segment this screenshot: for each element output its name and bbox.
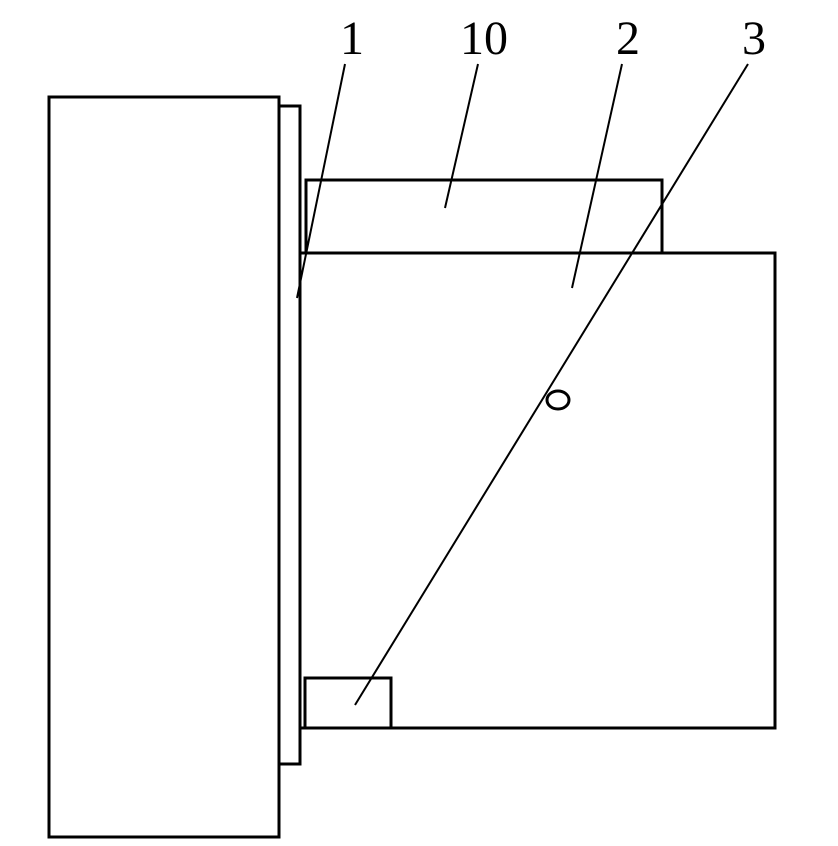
- technical-diagram: 1 10 2 3: [0, 0, 838, 846]
- label-l2: 2: [616, 12, 640, 65]
- leader-line-l3: [355, 64, 748, 705]
- top-bracket-path: [306, 180, 662, 253]
- inner-strip-rect: [279, 106, 300, 764]
- reference-dot: [547, 391, 569, 409]
- label-l3: 3: [742, 12, 766, 65]
- leader-line-l10: [445, 64, 478, 208]
- label-l1: 1: [340, 12, 364, 65]
- main-box-rect: [300, 253, 775, 728]
- small-box-rect: [305, 678, 391, 728]
- outer-column-rect: [49, 97, 279, 837]
- label-l10: 10: [460, 12, 508, 65]
